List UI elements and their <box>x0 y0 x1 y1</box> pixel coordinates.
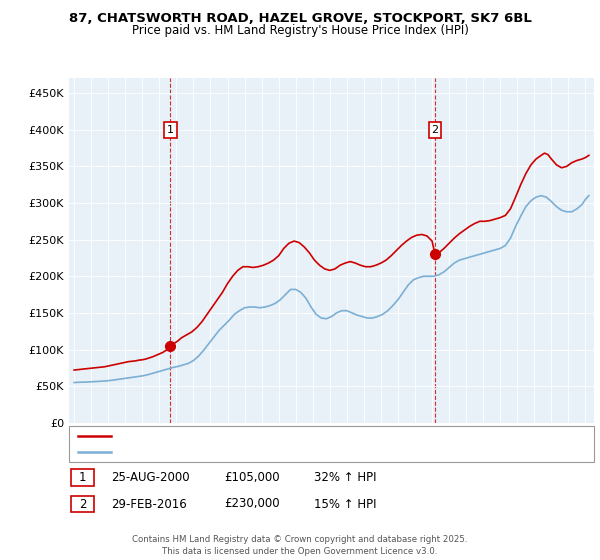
Text: 32% ↑ HPI: 32% ↑ HPI <box>314 470 376 484</box>
Text: £230,000: £230,000 <box>224 497 280 511</box>
Text: 1: 1 <box>167 125 174 135</box>
Text: 2: 2 <box>431 125 439 135</box>
Text: 29-FEB-2016: 29-FEB-2016 <box>112 497 187 511</box>
Text: Price paid vs. HM Land Registry's House Price Index (HPI): Price paid vs. HM Land Registry's House … <box>131 24 469 37</box>
Text: 1: 1 <box>79 470 86 484</box>
Text: 87, CHATSWORTH ROAD, HAZEL GROVE, STOCKPORT, SK7 6BL: 87, CHATSWORTH ROAD, HAZEL GROVE, STOCKP… <box>68 12 532 25</box>
Text: 87, CHATSWORTH ROAD, HAZEL GROVE, STOCKPORT, SK7 6BL (semi-detached house): 87, CHATSWORTH ROAD, HAZEL GROVE, STOCKP… <box>117 431 547 441</box>
Text: 15% ↑ HPI: 15% ↑ HPI <box>314 497 376 511</box>
Text: 2: 2 <box>79 497 86 511</box>
Text: £105,000: £105,000 <box>224 470 280 484</box>
Text: HPI: Average price, semi-detached house, Stockport: HPI: Average price, semi-detached house,… <box>117 447 377 457</box>
Text: 25-AUG-2000: 25-AUG-2000 <box>112 470 190 484</box>
Text: Contains HM Land Registry data © Crown copyright and database right 2025.
This d: Contains HM Land Registry data © Crown c… <box>132 535 468 556</box>
